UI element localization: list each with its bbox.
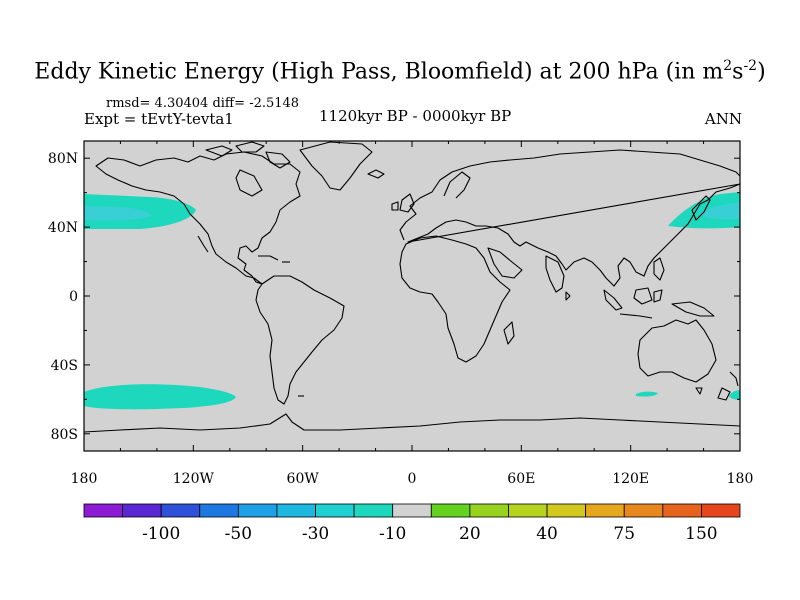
coastlines <box>83 141 741 433</box>
coastline-japan <box>691 195 711 221</box>
coastline-tasmania <box>695 387 703 395</box>
coastline-arctic-islands-1 <box>205 145 233 157</box>
colorbar-swatch <box>237 503 278 518</box>
coastline-south-america <box>255 275 345 405</box>
colorbar-label: 75 <box>613 524 635 544</box>
coastline-cuba <box>258 255 279 261</box>
colorbar-swatch <box>276 503 316 518</box>
lon-tick-label: 120W <box>173 471 215 487</box>
anomaly-patch-south-pacific <box>84 384 236 410</box>
colorbar-swatch <box>353 503 394 518</box>
colorbar-labels: -100 -50 -30 -10 20 40 75 150 <box>142 524 718 544</box>
colorbar-swatch <box>199 503 239 518</box>
coastline-arctic-islands-2 <box>235 141 265 153</box>
lon-tick-label: 0 <box>408 471 417 487</box>
lat-tick-label: 80S <box>51 427 78 443</box>
coastline-hudson-bay <box>235 169 263 197</box>
colorbar-label: -100 <box>142 524 180 544</box>
title-mid: s <box>732 59 744 85</box>
colorbar-label: 150 <box>685 524 717 544</box>
lat-tick-label: 40S <box>51 358 78 374</box>
coastline-sumatra <box>603 289 623 311</box>
colorbar-swatch <box>662 503 702 518</box>
colorbar-swatch <box>392 503 432 518</box>
coastline-greenland <box>299 141 373 191</box>
lon-tick-label: 60E <box>507 471 535 487</box>
coastline-ireland <box>391 201 399 211</box>
colorbar <box>83 503 741 518</box>
rmsd-diff-stats: rmsd= 4.30404 diff= -2.5148 <box>106 96 300 111</box>
coastline-sulawesi <box>653 289 663 303</box>
coastline-java <box>619 313 653 319</box>
coastline-arabian-peninsula <box>487 247 523 279</box>
coastline-sri-lanka <box>565 291 571 301</box>
anomaly-patch-north-pacific-east-core <box>84 206 152 221</box>
anomaly-patch-south-indian-ocean <box>636 391 658 397</box>
coastline-new-zealand-south <box>717 387 731 401</box>
colorbar-swatch <box>83 503 123 518</box>
colorbar-label: -50 <box>225 524 252 544</box>
coastline-madagascar <box>503 321 515 345</box>
season-label: ANN <box>704 110 742 128</box>
coastline-baffin-island <box>265 151 291 169</box>
map-panel: 80N 40N 0 40S 80S 180 120W 60W 0 60E 120E 180 -100… <box>48 140 754 544</box>
coastline-new-guinea <box>671 301 715 317</box>
coastline-antarctica <box>83 413 741 433</box>
coastline-philippines <box>653 257 665 281</box>
anomaly-patch-north-pacific-west <box>668 192 740 229</box>
title-end: ) <box>757 59 766 85</box>
coastline-eurasia <box>399 149 741 287</box>
colorbar-swatch <box>546 503 587 518</box>
lon-tick-label: 120E <box>612 471 649 487</box>
experiment-label: Expt = tEvtY-tevta1 <box>84 110 234 128</box>
coastline-great-britain <box>399 193 415 213</box>
lon-tick-label: 180 <box>71 471 98 487</box>
coastline-scandinavia <box>443 171 471 199</box>
coastline-borneo <box>633 287 653 305</box>
anomaly-patch-south-of-new-zealand <box>729 390 740 400</box>
latitude-labels: 80N 40N 0 40S 80S <box>48 151 78 443</box>
lat-tick-label: 40N <box>48 220 78 236</box>
coastline-africa <box>399 235 511 363</box>
coastline-north-america <box>95 151 301 285</box>
title-main: Eddy Kinetic Energy (High Pass, Bloomfie… <box>34 59 724 85</box>
period-label: 1120kyr BP - 0000kyr BP <box>319 107 512 125</box>
colorbar-label: -10 <box>379 524 406 544</box>
coastline-new-zealand-north <box>729 371 739 387</box>
anomaly-patch-north-pacific-west-core <box>698 203 740 220</box>
coastline-baja-california <box>197 235 209 253</box>
map-ticks <box>83 141 741 451</box>
colorbar-swatch <box>469 503 509 518</box>
lon-tick-label: 60W <box>287 471 320 487</box>
colorbar-swatch <box>315 503 355 518</box>
coastline-iceland <box>367 169 385 179</box>
coastline-india <box>545 255 565 293</box>
colorbar-swatch <box>508 503 548 518</box>
lat-tick-label: 0 <box>69 289 78 305</box>
map-title: Eddy Kinetic Energy (High Pass, Bloomfie… <box>0 58 800 84</box>
longitude-labels: 180 120W 60W 0 60E 120E 180 <box>71 471 754 487</box>
colorbar-label: 20 <box>459 524 481 544</box>
title-sup-2: -2 <box>743 58 758 74</box>
colorbar-label: -30 <box>302 524 329 544</box>
colorbar-swatch <box>623 503 664 518</box>
colorbar-swatch <box>430 503 471 518</box>
colorbar-swatch <box>160 503 201 518</box>
colorbar-swatch <box>701 503 741 518</box>
lon-tick-label: 180 <box>727 471 754 487</box>
coastline-australia <box>637 319 717 383</box>
lat-tick-label: 80N <box>48 151 78 167</box>
title-sup-1: 2 <box>723 58 733 74</box>
colorbar-swatch <box>585 503 625 518</box>
colorbar-label: 40 <box>536 524 558 544</box>
colorbar-swatch <box>122 503 162 518</box>
